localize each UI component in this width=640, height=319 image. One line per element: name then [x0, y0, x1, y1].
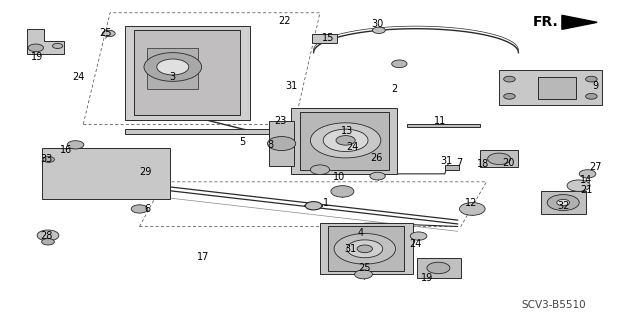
Text: 11: 11	[434, 116, 447, 126]
Circle shape	[504, 93, 515, 99]
Circle shape	[579, 170, 596, 178]
Text: 23: 23	[274, 116, 287, 126]
Text: 19: 19	[31, 52, 44, 63]
Circle shape	[157, 59, 189, 75]
Polygon shape	[499, 70, 602, 105]
Circle shape	[357, 245, 372, 253]
Text: 20: 20	[502, 158, 515, 168]
Text: 7: 7	[456, 158, 463, 168]
Bar	[445, 165, 459, 170]
Bar	[312, 34, 337, 43]
Circle shape	[323, 129, 368, 152]
Circle shape	[331, 186, 354, 197]
Circle shape	[427, 262, 450, 274]
Polygon shape	[541, 191, 586, 214]
Polygon shape	[562, 15, 597, 29]
Polygon shape	[27, 29, 64, 54]
Circle shape	[372, 27, 385, 33]
Text: 25: 25	[99, 28, 112, 39]
Circle shape	[488, 153, 511, 165]
Text: 26: 26	[370, 153, 383, 163]
Text: 19: 19	[421, 272, 434, 283]
Polygon shape	[417, 258, 461, 278]
Text: 8: 8	[267, 140, 273, 150]
Circle shape	[586, 76, 597, 82]
Text: 1: 1	[323, 197, 330, 208]
Circle shape	[42, 239, 54, 245]
Circle shape	[144, 53, 202, 81]
Circle shape	[557, 199, 570, 206]
Text: 14: 14	[580, 175, 593, 185]
Circle shape	[28, 44, 44, 52]
Circle shape	[355, 270, 372, 279]
Text: 31: 31	[285, 81, 298, 91]
Text: FR.: FR.	[533, 15, 559, 29]
Text: 33: 33	[40, 154, 52, 165]
Text: 24: 24	[346, 142, 359, 152]
Polygon shape	[42, 148, 170, 199]
Polygon shape	[407, 124, 480, 127]
Text: 13: 13	[341, 126, 354, 136]
Polygon shape	[125, 26, 250, 120]
Circle shape	[334, 234, 396, 264]
Text: 32: 32	[557, 201, 570, 211]
Circle shape	[370, 172, 385, 180]
Text: 18: 18	[477, 159, 490, 169]
Polygon shape	[147, 48, 198, 89]
Circle shape	[310, 165, 330, 174]
Text: 3: 3	[170, 71, 176, 82]
Circle shape	[52, 43, 63, 48]
Text: 16: 16	[60, 145, 72, 155]
Circle shape	[310, 123, 381, 158]
Text: 29: 29	[140, 167, 152, 177]
Circle shape	[67, 141, 84, 149]
Text: 9: 9	[592, 81, 598, 91]
Circle shape	[347, 240, 383, 258]
Text: 15: 15	[322, 33, 334, 43]
Text: 10: 10	[333, 172, 346, 182]
Circle shape	[410, 232, 427, 240]
Circle shape	[131, 205, 148, 213]
Text: SCV3-B5510: SCV3-B5510	[522, 300, 586, 310]
Polygon shape	[269, 121, 294, 166]
Text: 31: 31	[344, 244, 356, 255]
Polygon shape	[125, 129, 288, 134]
Circle shape	[37, 230, 59, 241]
Text: 28: 28	[40, 231, 52, 241]
Text: 4: 4	[357, 228, 364, 238]
Text: 22: 22	[278, 16, 291, 26]
Circle shape	[305, 202, 322, 210]
Polygon shape	[300, 112, 389, 170]
Polygon shape	[134, 30, 240, 115]
Circle shape	[504, 76, 515, 82]
Polygon shape	[538, 77, 576, 99]
Text: 24: 24	[72, 71, 85, 82]
Bar	[287, 137, 306, 144]
Text: 6: 6	[144, 204, 150, 214]
Circle shape	[460, 203, 485, 215]
Text: 25: 25	[358, 263, 371, 273]
Polygon shape	[328, 226, 404, 271]
Circle shape	[547, 195, 579, 211]
Text: 31: 31	[440, 156, 453, 166]
Text: 30: 30	[371, 19, 384, 29]
Circle shape	[336, 136, 355, 145]
Circle shape	[586, 93, 597, 99]
Polygon shape	[291, 108, 397, 174]
Circle shape	[102, 30, 115, 37]
Text: 2: 2	[391, 84, 397, 94]
Text: 5: 5	[239, 137, 245, 147]
Polygon shape	[320, 223, 413, 274]
Text: 27: 27	[589, 162, 602, 173]
Circle shape	[268, 137, 296, 151]
Circle shape	[392, 60, 407, 68]
Circle shape	[43, 157, 54, 162]
Text: 21: 21	[580, 185, 593, 195]
Polygon shape	[480, 150, 518, 167]
Circle shape	[567, 180, 590, 191]
Bar	[339, 242, 353, 248]
Text: 12: 12	[465, 197, 477, 208]
Text: 17: 17	[197, 252, 210, 262]
Text: 24: 24	[409, 239, 422, 249]
